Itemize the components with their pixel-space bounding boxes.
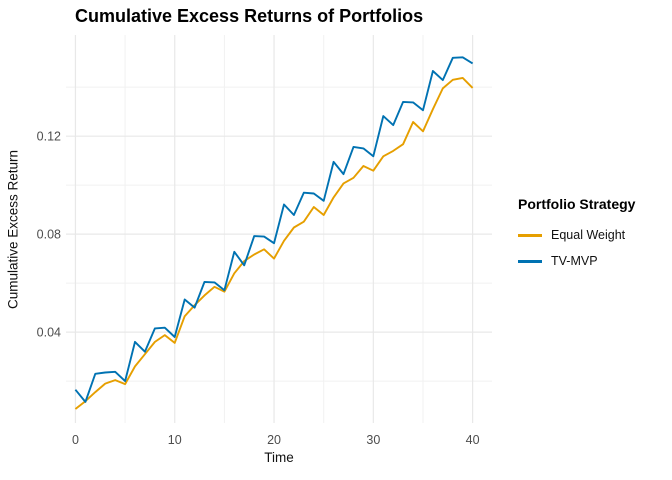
legend-swatch [518,233,542,237]
legend-items: Equal Weight TV-MVP [518,222,635,274]
legend-title: Portfolio Strategy [518,196,636,212]
x-tick-label: 10 [168,433,182,447]
y-tick-label: 0.04 [37,326,61,340]
y-tick-label: 0.12 [37,130,61,144]
legend-swatch [518,259,542,263]
legend-item: TV-MVP [518,248,635,274]
chart-title: Cumulative Excess Returns of Portfolios [75,6,424,26]
x-tick-label: 20 [267,433,281,447]
x-tick-label: 30 [366,433,380,447]
y-tick-label: 0.08 [37,228,61,242]
legend-item-label: TV-MVP [551,254,598,268]
legend: Portfolio Strategy Equal Weight TV-MVP [518,196,635,274]
x-axis-title: Time [264,450,294,465]
y-axis-title: Cumulative Excess Return [5,149,21,310]
series-line-tv-mvp [74,56,474,403]
series-line-equal-weight [74,76,474,410]
legend-item: Equal Weight [518,222,635,248]
legend-item-label: Equal Weight [551,228,626,242]
x-tick-label: 40 [466,433,480,447]
x-tick-label: 0 [72,433,79,447]
